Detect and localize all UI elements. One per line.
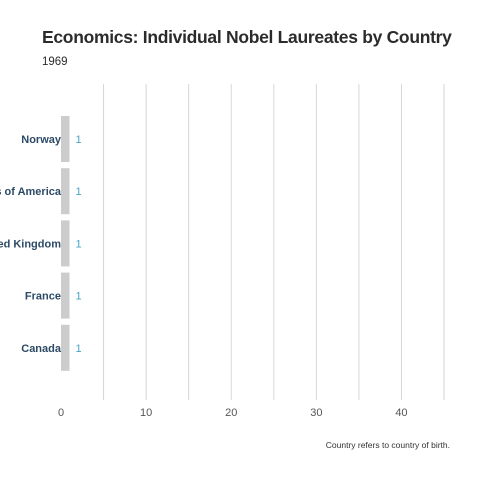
x-tick-label: 30 [310,407,322,419]
category-label: France [25,291,61,303]
value-label: 1 [76,343,82,355]
category-label: Norway [21,134,62,146]
grid-lines [103,84,445,400]
bars [61,116,70,371]
value-label: 1 [76,186,82,198]
x-tick-label: 10 [140,407,152,419]
value-label: 1 [76,134,82,146]
chart-footnote: Country refers to country of birth. [325,440,450,450]
chart-title: Economics: Individual Nobel Laureates by… [42,27,452,47]
bar [61,324,70,371]
x-tick-label: 0 [58,407,64,419]
x-tick-label: 40 [395,407,407,419]
x-tick-label: 20 [225,407,237,419]
bar [61,220,70,267]
value-label: 1 [76,291,82,303]
bar [61,116,70,162]
bar [61,272,70,319]
value-labels: 1 1 1 1 1 [76,134,82,355]
category-label: United States of America [0,186,62,198]
x-axis-ticks: 0 10 20 30 40 [58,407,408,419]
category-label: Canada [21,343,62,355]
chart-subtitle: 1969 [42,56,68,68]
category-labels: Norway United States of America United Kin… [0,134,62,355]
bar [61,168,70,215]
value-label: 1 [76,238,82,250]
category-label: United Kingdom [0,238,61,250]
